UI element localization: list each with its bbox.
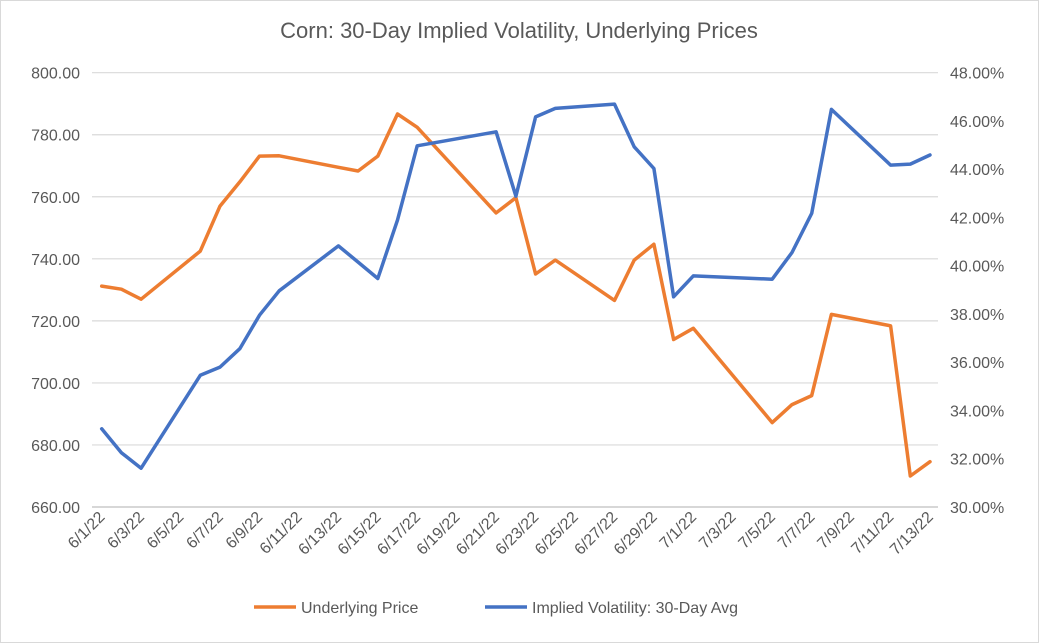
x-axis-tick-label: 6/19/22 (414, 509, 464, 559)
x-axis-tick-label: 6/21/22 (453, 509, 503, 559)
left-axis-tick-label: 660.00 (31, 500, 80, 517)
left-axis-tick-label: 680.00 (31, 438, 80, 455)
left-axis-tick-label: 720.00 (31, 314, 80, 331)
x-axis-tick-label: 7/5/22 (736, 509, 780, 553)
chart-title: Corn: 30-Day Implied Volatility, Underly… (280, 18, 758, 43)
series-lines (99, 102, 932, 478)
right-axis-tick-label: 46.00% (950, 114, 1004, 131)
legend: Underlying Price Implied Volatility: 30-… (254, 600, 738, 617)
x-axis-tick-label: 7/1/22 (657, 509, 701, 553)
left-axis-tick-label: 740.00 (31, 252, 80, 269)
left-axis-tick-label: 800.00 (31, 66, 80, 83)
x-axis-tick-label: 7/13/22 (887, 509, 937, 559)
x-axis-tick-label: 6/23/22 (493, 509, 543, 559)
left-axis-ticks: 660.00 680.00 700.00 720.00 740.00 760.00 780.… (31, 66, 80, 517)
right-axis-ticks: 30.00% 32.00% 34.00% 36.00% 38.00% 40.00% 42.0… (950, 66, 1004, 517)
x-axis-ticks: 6/1/226/3/226/5/226/7/226/9/226/11/226/1… (65, 509, 937, 559)
x-axis-tick-label: 7/3/22 (696, 509, 740, 553)
legend-label-implied-volatility: Implied Volatility: 30-Day Avg (532, 600, 738, 617)
series-line-implied-volatility (99, 102, 932, 470)
left-axis-tick-label: 700.00 (31, 376, 80, 393)
legend-label-underlying-price: Underlying Price (301, 600, 418, 617)
x-axis-tick-label: 6/27/22 (572, 509, 622, 559)
left-axis-tick-label: 760.00 (31, 190, 80, 207)
right-axis-tick-label: 40.00% (950, 259, 1004, 276)
x-axis-tick-label: 6/7/22 (183, 509, 227, 553)
series-line-underlying-price (99, 112, 932, 478)
x-axis-tick-label: 6/13/22 (295, 509, 345, 559)
x-axis-tick-label: 6/15/22 (335, 509, 385, 559)
x-axis-tick-label: 6/17/22 (374, 509, 424, 559)
right-axis-tick-label: 44.00% (950, 162, 1004, 179)
right-axis-tick-label: 48.00% (950, 66, 1004, 83)
x-axis-tick-label: 6/25/22 (532, 509, 582, 559)
right-axis-tick-label: 32.00% (950, 452, 1004, 469)
right-axis-tick-label: 38.00% (950, 307, 1004, 324)
right-axis-tick-label: 42.00% (950, 210, 1004, 227)
x-axis-tick-label: 7/7/22 (775, 509, 819, 553)
left-axis-tick-label: 780.00 (31, 128, 80, 145)
x-axis-tick-label: 6/5/22 (144, 509, 188, 553)
right-axis-tick-label: 34.00% (950, 403, 1004, 420)
right-axis-tick-label: 30.00% (950, 500, 1004, 517)
right-axis-tick-label: 36.00% (950, 355, 1004, 372)
x-axis-tick-label: 6/3/22 (104, 509, 148, 553)
gridlines (92, 72, 938, 508)
x-axis-tick-label: 6/29/22 (611, 509, 661, 559)
